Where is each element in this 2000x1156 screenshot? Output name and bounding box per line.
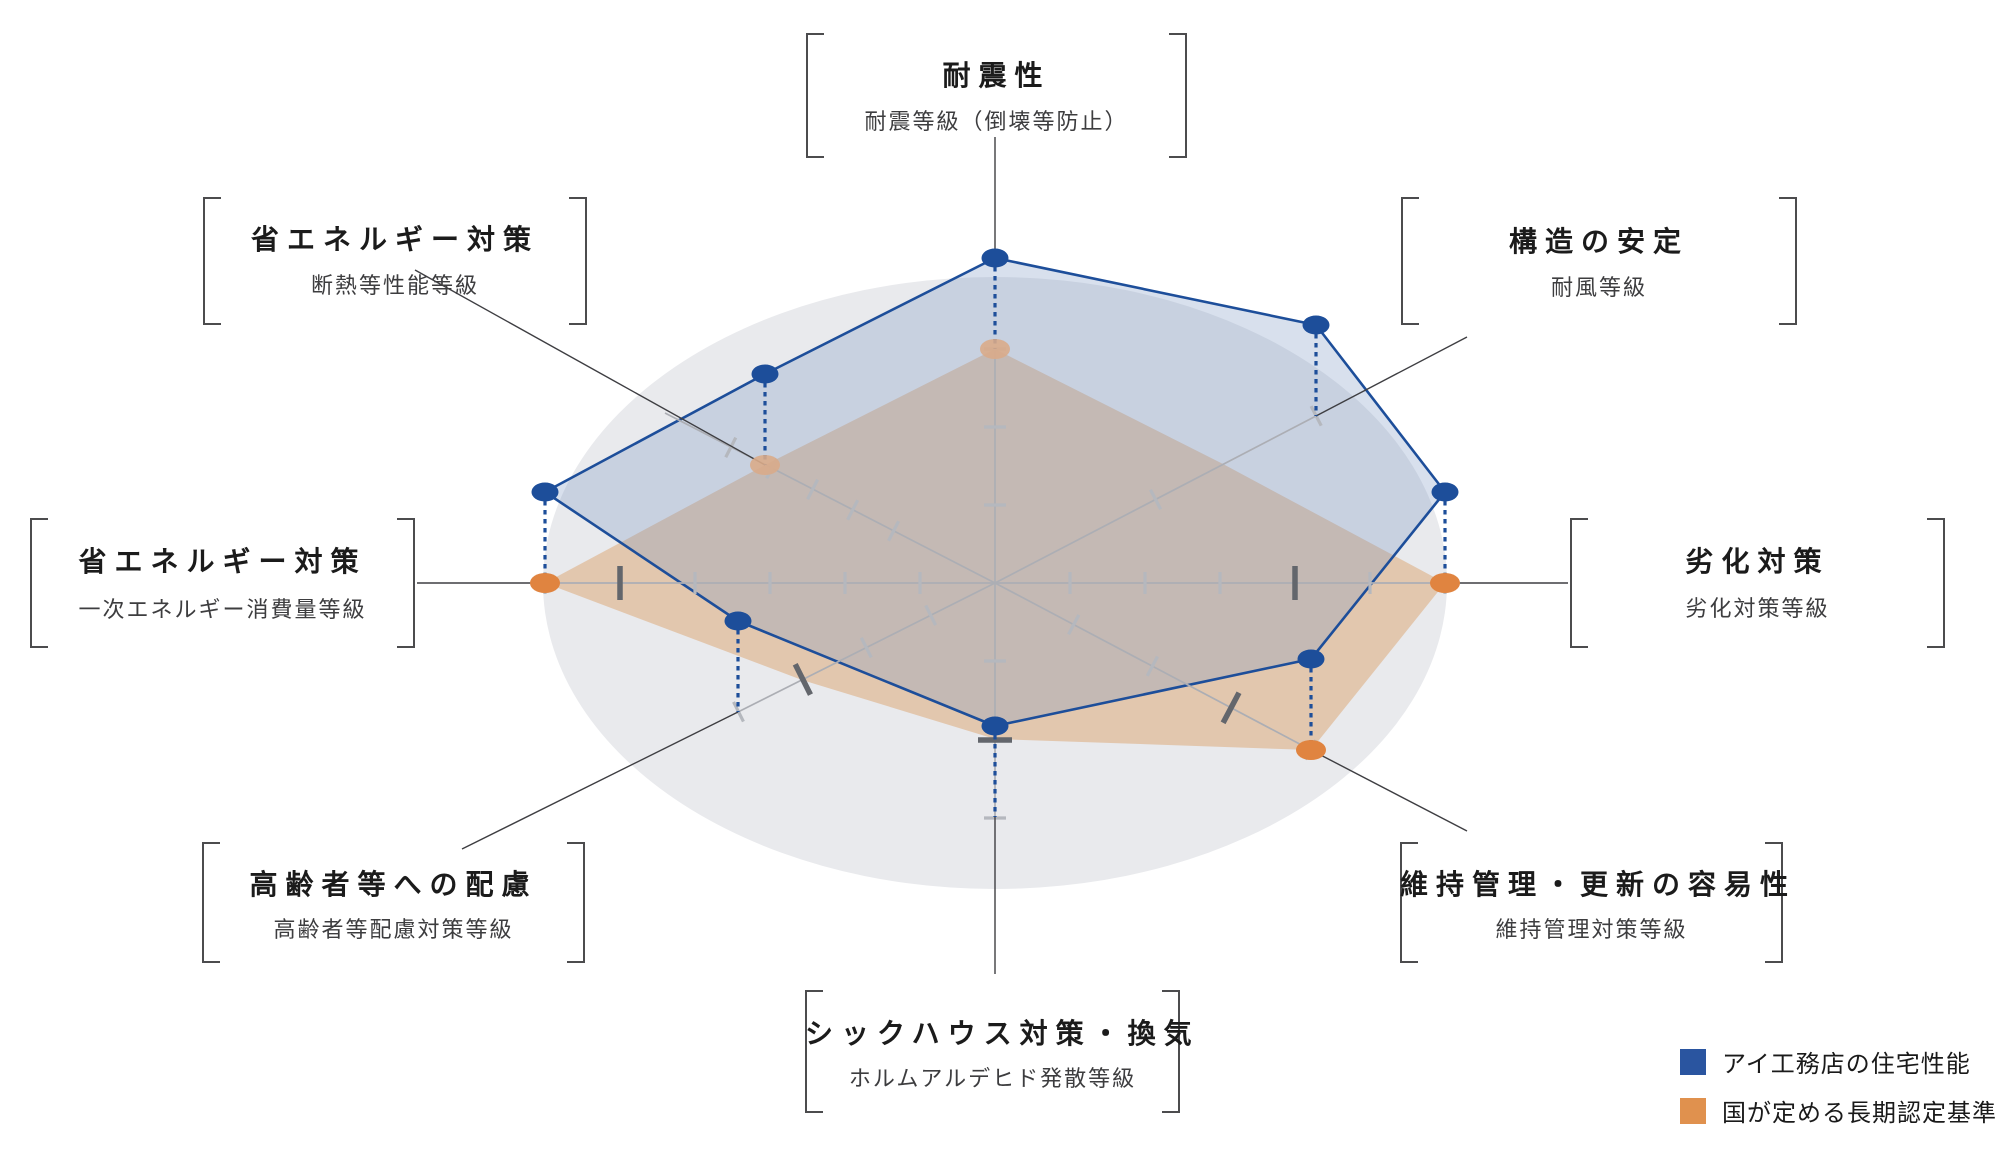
bracket-left-icon	[806, 33, 824, 158]
axis-subtitle: 維持管理対策等級	[1495, 917, 1688, 942]
axis-subtitle: 劣化対策等級	[1685, 596, 1830, 621]
legend-label: アイ工務店の住宅性能	[1722, 1051, 1971, 1078]
radar-tick-bold	[792, 663, 813, 696]
axis-subtitle: 耐震等級（倒壊等防止）	[864, 109, 1129, 134]
data-point-company	[1302, 315, 1330, 335]
bracket-left-icon	[202, 842, 220, 963]
data-point-company	[751, 364, 779, 384]
legend-swatch-standard-icon	[1680, 1097, 1706, 1124]
radar-tick	[1149, 488, 1163, 510]
axis-label-korei: 高齢者等への配慮 高齢者等配慮対策等級	[202, 842, 585, 963]
data-point-standard	[1296, 740, 1326, 760]
data-point-company	[724, 611, 752, 631]
bracket-left-icon	[1400, 842, 1418, 963]
axis-title: 省エネルギー対策	[78, 547, 367, 578]
data-point-standard	[1430, 573, 1460, 593]
radar-tick	[924, 604, 938, 626]
bracket-right-icon	[397, 518, 415, 648]
radar-axis-extension	[1310, 749, 1468, 832]
radar-axis-extension	[414, 269, 766, 466]
axis-subtitle: 一次エネルギー消費量等級	[78, 597, 367, 622]
axis-title: シックハウス対策・換気	[805, 1019, 1200, 1050]
axis-subtitle: 断熱等性能等級	[310, 273, 479, 298]
data-point-company	[531, 482, 559, 502]
axis-title: 構造の安定	[1508, 227, 1689, 258]
axis-subtitle: 高齢者等配慮対策等級	[273, 917, 514, 942]
radar-tick-bold	[1220, 691, 1242, 725]
data-point-company	[1297, 649, 1325, 669]
axis-label-rekka: 劣化対策 劣化対策等級	[1570, 518, 1945, 648]
axis-label-taishin: 耐震性 耐震等級（倒壊等防止）	[806, 33, 1187, 158]
radar-tick	[846, 499, 860, 521]
chart-legend: アイ工務店の住宅性能 国が定める長期認定基準	[1680, 1044, 1997, 1142]
radar-tick	[806, 478, 820, 500]
legend-swatch-company-icon	[1680, 1048, 1706, 1075]
bracket-right-icon	[1765, 842, 1783, 963]
data-point-company	[981, 716, 1009, 736]
data-point-standard	[980, 339, 1010, 359]
bracket-right-icon	[1162, 990, 1180, 1113]
axis-label-kouzou: 構造の安定 耐風等級	[1401, 197, 1797, 325]
axis-title: 劣化対策	[1685, 547, 1830, 578]
bracket-right-icon	[1169, 33, 1187, 158]
data-point-standard	[750, 455, 780, 475]
axis-label-sickhouse: シックハウス対策・換気 ホルムアルデヒド発散等級	[805, 990, 1200, 1113]
data-point-company	[981, 248, 1009, 268]
axis-title: 維持管理・更新の容易性	[1400, 870, 1797, 901]
axis-subtitle: ホルムアルデヒド発散等級	[848, 1066, 1137, 1091]
bracket-left-icon	[1570, 518, 1588, 648]
legend-item: 国が定める長期認定基準	[1680, 1093, 1997, 1128]
legend-item: アイ工務店の住宅性能	[1680, 1044, 1997, 1079]
axis-label-iji: 維持管理・更新の容易性 維持管理対策等級	[1400, 842, 1797, 963]
bracket-right-icon	[1779, 197, 1797, 325]
bracket-left-icon	[1401, 197, 1419, 325]
bracket-right-icon	[1927, 518, 1945, 648]
axis-label-ichiji-energy: 省エネルギー対策 一次エネルギー消費量等級	[30, 518, 415, 648]
radar-tick	[724, 436, 738, 458]
data-point-company	[1431, 482, 1459, 502]
radar-tick	[1067, 614, 1081, 636]
axis-subtitle: 耐風等級	[1550, 275, 1647, 300]
axis-title: 省エネルギー対策	[250, 225, 539, 256]
bracket-left-icon	[805, 990, 823, 1113]
bracket-left-icon	[30, 518, 48, 648]
radar-axis-line	[664, 412, 996, 584]
legend-label: 国が定める長期認定基準	[1722, 1100, 1997, 1127]
data-point-standard	[530, 573, 560, 593]
radar-axis-extension	[461, 711, 739, 850]
bracket-right-icon	[567, 842, 585, 963]
radar-tick	[887, 520, 901, 542]
radar-tick	[859, 637, 873, 659]
bracket-right-icon	[569, 197, 587, 325]
radar-tick	[1145, 655, 1159, 677]
axis-label-dannetsu: 省エネルギー対策 断熱等性能等級	[203, 197, 587, 325]
axis-title: 高齢者等への配慮	[249, 870, 538, 901]
bracket-left-icon	[203, 197, 221, 325]
axis-title: 耐震性	[942, 61, 1051, 92]
radar-axis-extension	[1315, 336, 1468, 417]
